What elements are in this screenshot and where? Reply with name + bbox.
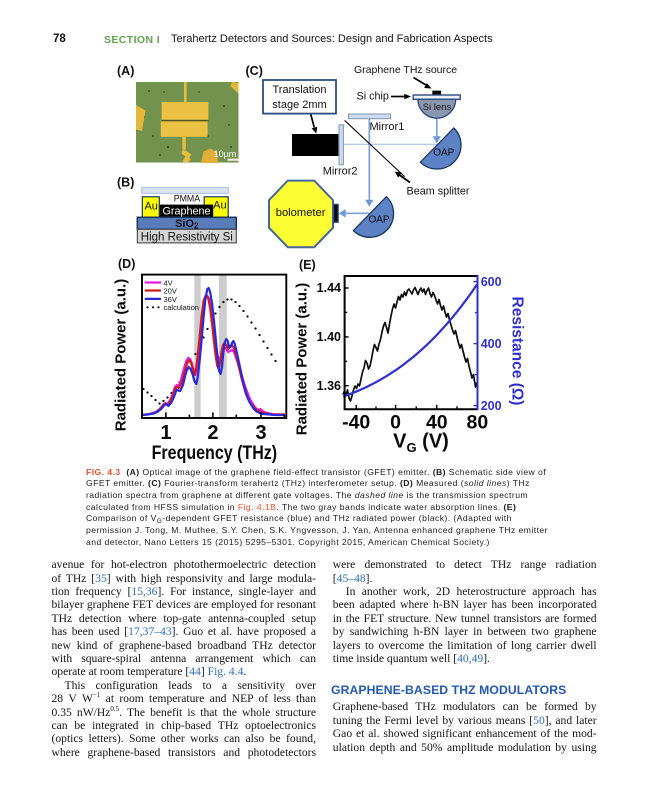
svg-text:Mirror2: Mirror2 bbox=[323, 166, 358, 178]
svg-text:VG (V): VG (V) bbox=[393, 431, 449, 456]
svg-text:Resistance (Ω): Resistance (Ω) bbox=[509, 297, 526, 406]
svg-text:36V: 36V bbox=[164, 295, 177, 304]
svg-text:Graphene: Graphene bbox=[162, 206, 210, 218]
svg-text:SiO2: SiO2 bbox=[175, 218, 199, 231]
svg-text:Frequency (THz): Frequency (THz) bbox=[152, 443, 278, 464]
svg-text:3: 3 bbox=[255, 422, 266, 444]
svg-text:(D): (D) bbox=[118, 257, 135, 271]
svg-text:Si chip: Si chip bbox=[357, 91, 389, 103]
svg-text:(C): (C) bbox=[246, 64, 263, 78]
svg-text:Si lens: Si lens bbox=[423, 102, 452, 113]
svg-text:stage 2mm: stage 2mm bbox=[272, 99, 326, 111]
svg-text:Mirror1: Mirror1 bbox=[370, 121, 405, 133]
svg-text:Radiated Power (a.u.): Radiated Power (a.u.) bbox=[113, 279, 130, 432]
svg-text:Beam splitter: Beam splitter bbox=[407, 185, 470, 197]
svg-text:1.44: 1.44 bbox=[317, 281, 341, 295]
svg-text:40: 40 bbox=[426, 411, 448, 433]
svg-text:Translation: Translation bbox=[272, 84, 326, 96]
svg-text:1.36: 1.36 bbox=[317, 379, 341, 393]
svg-text:OAP: OAP bbox=[368, 215, 389, 226]
svg-text:(E): (E) bbox=[299, 258, 316, 272]
svg-text:200: 200 bbox=[481, 399, 502, 413]
svg-text:Graphene THz source: Graphene THz source bbox=[354, 64, 457, 76]
svg-text:calculation: calculation bbox=[164, 303, 199, 312]
svg-text:400: 400 bbox=[481, 337, 502, 351]
svg-text:PMMA: PMMA bbox=[174, 194, 201, 204]
svg-text:80: 80 bbox=[467, 411, 489, 433]
svg-text:-40: -40 bbox=[342, 411, 370, 433]
svg-text:bolometer: bolometer bbox=[276, 207, 326, 219]
svg-text:Au: Au bbox=[144, 201, 157, 213]
svg-text:0: 0 bbox=[390, 411, 401, 433]
svg-text:2: 2 bbox=[207, 422, 218, 444]
svg-text:600: 600 bbox=[481, 275, 502, 289]
svg-text:Radiated Power (a.u.): Radiated Power (a.u.) bbox=[294, 283, 311, 436]
svg-text:OAP: OAP bbox=[433, 148, 454, 159]
svg-text:1.40: 1.40 bbox=[317, 330, 341, 344]
svg-text:20V: 20V bbox=[164, 286, 177, 295]
svg-text:1: 1 bbox=[160, 422, 171, 444]
svg-text:(A): (A) bbox=[117, 64, 134, 78]
svg-text:10µm: 10µm bbox=[214, 149, 237, 159]
svg-text:Au: Au bbox=[213, 200, 226, 212]
svg-text:High Resistivity Si: High Resistivity Si bbox=[141, 232, 233, 244]
svg-text:4V: 4V bbox=[164, 278, 173, 287]
svg-text:(B): (B) bbox=[117, 176, 134, 190]
